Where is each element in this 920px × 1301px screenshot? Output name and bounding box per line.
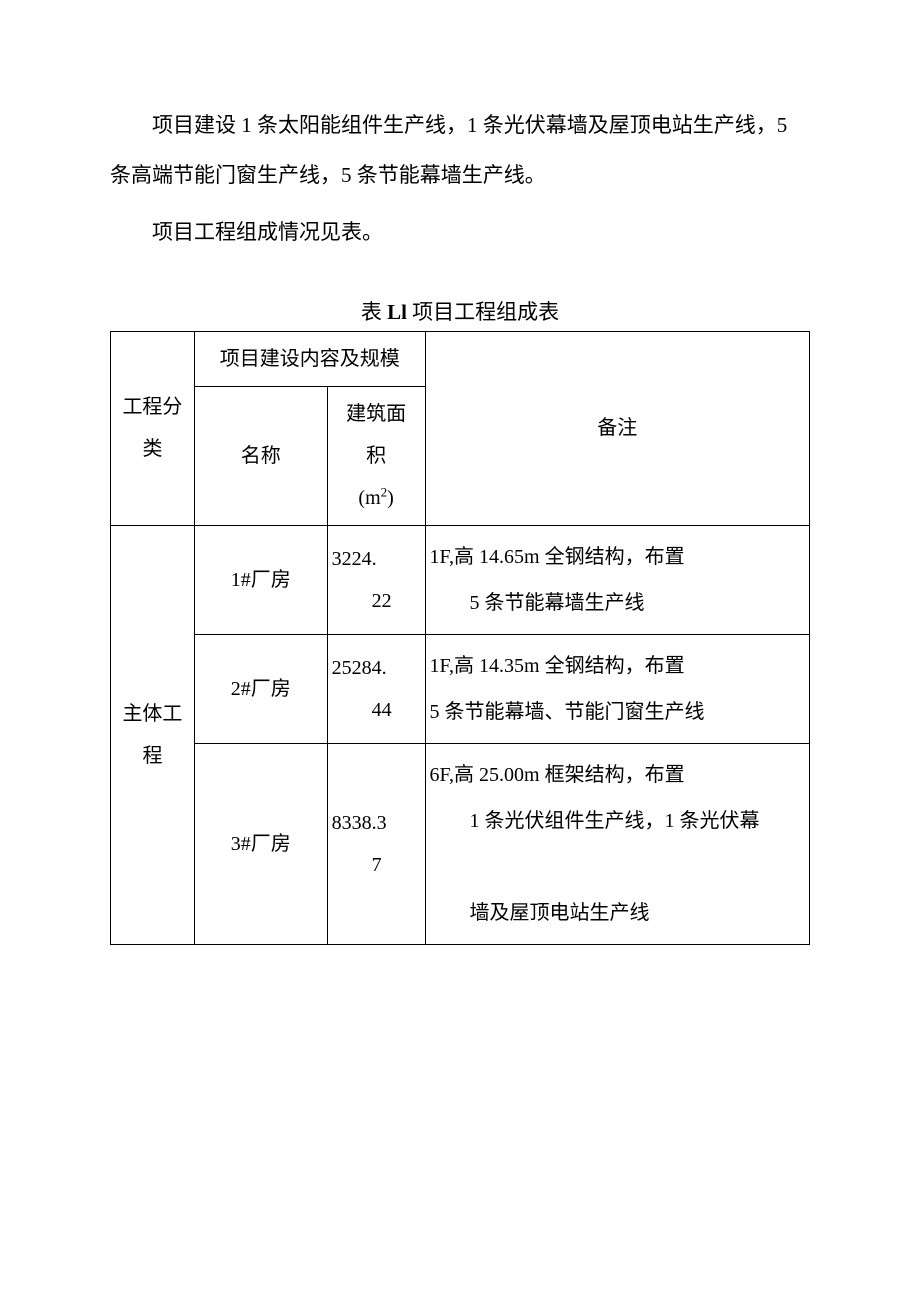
notes-cell: 1F,高 14.35m 全钢结构，布置 5 条节能幕墙、节能门窗生产线	[425, 634, 809, 743]
note-l2: 5 条节能幕墙生产线	[430, 580, 807, 626]
table-title: 表 Ll 项目工程组成表	[110, 297, 810, 329]
area-v1: 3224.	[332, 548, 377, 570]
note-l1: 1F,高 14.35m 全钢结构，布置	[430, 655, 685, 677]
area-cell: 8338.3 7	[327, 743, 425, 944]
name-cell: 3#厂房	[194, 743, 327, 944]
header-content-scope: 项目建设内容及规模	[194, 331, 425, 386]
note-l3: 墙及屋顶电站生产线	[430, 890, 807, 936]
title-bold: Ll	[387, 300, 407, 324]
name-cell: 2#厂房	[194, 634, 327, 743]
area-v2: 7	[332, 844, 421, 886]
note-l2: 5 条节能幕墙、节能门窗生产线	[430, 701, 705, 723]
project-composition-table: 工程分类 项目建设内容及规模 备注 名称 建筑面 积 (m2) 主体工程 1#厂…	[110, 331, 810, 945]
group-cell: 主体工程	[111, 525, 195, 944]
area-cell: 25284. 44	[327, 634, 425, 743]
area-l1: 建筑面	[346, 403, 406, 425]
table-row: 主体工程 1#厂房 3224. 22 1F,高 14.65m 全钢结构，布置 5…	[111, 525, 810, 634]
area-l3-prefix: (m	[358, 487, 380, 509]
note-l2: 1 条光伏组件生产线，1 条光伏幕	[430, 798, 807, 844]
notes-cell: 6F,高 25.00m 框架结构，布置 1 条光伏组件生产线，1 条光伏幕 墙及…	[425, 743, 809, 944]
table-row: 2#厂房 25284. 44 1F,高 14.35m 全钢结构，布置 5 条节能…	[111, 634, 810, 743]
area-v2: 22	[332, 580, 421, 622]
area-cell: 3224. 22	[327, 525, 425, 634]
notes-cell: 1F,高 14.65m 全钢结构，布置 5 条节能幕墙生产线	[425, 525, 809, 634]
paragraph-1: 项目建设 1 条太阳能组件生产线，1 条光伏幕墙及屋顶电站生产线，5 条高端节能…	[110, 100, 810, 201]
title-prefix: 表	[361, 300, 387, 324]
header-name: 名称	[194, 386, 327, 525]
note-l1: 6F,高 25.00m 框架结构，布置	[430, 764, 685, 786]
area-l2: 积	[366, 445, 386, 467]
header-notes: 备注	[425, 331, 809, 525]
area-v1: 8338.3	[332, 812, 387, 834]
name-cell: 1#厂房	[194, 525, 327, 634]
header-eng-class: 工程分类	[111, 331, 195, 525]
table-header-row-1: 工程分类 项目建设内容及规模 备注	[111, 331, 810, 386]
note-l1: 1F,高 14.65m 全钢结构，布置	[430, 546, 685, 568]
paragraph-2: 项目工程组成情况见表。	[110, 207, 810, 257]
table-row: 3#厂房 8338.3 7 6F,高 25.00m 框架结构，布置 1 条光伏组…	[111, 743, 810, 944]
header-area: 建筑面 积 (m2)	[327, 386, 425, 525]
area-v1: 25284.	[332, 657, 387, 679]
area-l3-suffix: )	[387, 487, 394, 509]
area-v2: 44	[332, 689, 421, 731]
title-suffix: 项目工程组成表	[407, 300, 559, 324]
